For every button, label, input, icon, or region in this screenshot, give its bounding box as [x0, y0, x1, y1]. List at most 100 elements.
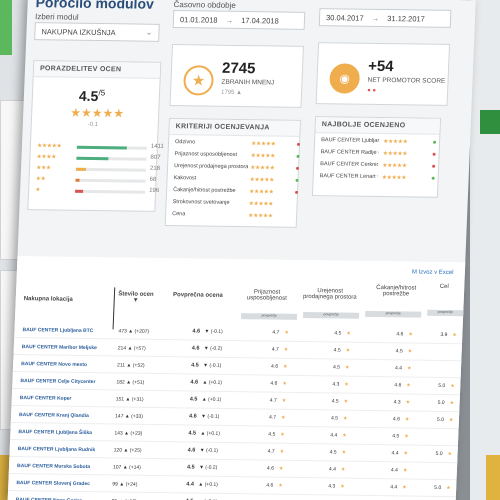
star-rating: ★★★★★ [382, 151, 408, 158]
criterion-value: 4.4 [330, 432, 338, 439]
average-delta: ▲ (+0.1) [200, 430, 221, 437]
criterion-value: 4.4 [390, 484, 398, 491]
location-link[interactable]: BAUF CENTER Koper [19, 395, 72, 402]
location-link[interactable]: BAUF CENTER Ljubljana Rudnik [17, 446, 96, 454]
star-icon: ★ [404, 416, 410, 423]
location-link[interactable]: BAUF CENTER Slovenj Gradec [16, 480, 91, 488]
criteria-label: Odzivno [174, 139, 196, 146]
locations-table: M Izvoz v Excel Nakupna lokacija Število… [7, 255, 466, 500]
compare-range-input[interactable]: 30.04.2017 → 31.12.2017 [318, 8, 452, 28]
location-link[interactable]: BAUF CENTER Celje Citycenter [20, 378, 96, 386]
criterion-value: 4.6 [396, 331, 404, 338]
star-rating: ★★★★★ [382, 139, 408, 146]
distribution-bar-fill [76, 156, 108, 161]
distribution-count: 218 [149, 165, 161, 172]
criterion-value: 4.4 [391, 450, 399, 457]
trend-dot [296, 154, 300, 158]
compare-from: 30.04.2017 [325, 13, 364, 23]
star-icon: ★ [340, 483, 345, 490]
star-icon: ★ [182, 65, 215, 96]
star-icon: ★ [282, 380, 287, 387]
average-delta: ▼ (-0.1) [200, 413, 220, 420]
criterion-value: 4.5 [329, 449, 337, 456]
average-rating: 4.5 [186, 464, 195, 471]
period-from: 01.01.2018 [179, 15, 218, 25]
star-icon: ★ [280, 431, 285, 438]
criterion-value: 4.5 [392, 433, 400, 440]
module-select[interactable]: NAKUPNA IZKUŠNJA ⌄ [34, 22, 160, 42]
trend-dot [431, 176, 435, 180]
star-icon: ★ [343, 398, 349, 405]
best-rated-row: BAUF CENTER Ljubljana ★★★★★ [321, 137, 437, 150]
distribution-bar-fill [75, 189, 84, 193]
criterion-value: 4.6 [270, 363, 279, 370]
module-label: Izberi modul [34, 12, 79, 22]
star-rating: ★★★★★ [36, 143, 62, 150]
star-icon: ★ [278, 465, 284, 472]
star-rating: ★★★★★ [381, 175, 407, 182]
average-score-max: /5 [98, 88, 106, 98]
distribution-bar-fill [75, 167, 86, 171]
star-icon: ★ [342, 432, 347, 439]
location-link[interactable]: BAUF CENTER Murska Sobota [16, 463, 91, 471]
best-rated-panel: NAJBOLJE OCENJENO BAUF CENTER Ljubljana ★… [311, 116, 442, 198]
export-excel-link[interactable]: M Izvoz v Excel [411, 269, 454, 277]
criterion-value: 4.5 [333, 347, 341, 354]
kpi-responses-sub: 1795 ▲ [220, 89, 243, 97]
column-header-criterion-4[interactable]: Cel [439, 283, 449, 291]
trend-dot [432, 152, 436, 156]
trend-dot [295, 166, 300, 170]
column-header-average[interactable]: Povprečna ocena [172, 292, 223, 299]
criteria-row: Odzivno ★★★★★ [174, 139, 301, 152]
star-icon: ★ [345, 347, 351, 354]
location-link[interactable]: BAUF CENTER Ljubljana BTC [22, 327, 94, 335]
average-rating: 4.5 [188, 430, 197, 437]
review-count: 214 ▲ (+57) [117, 345, 146, 352]
criterion-value: 4.6 [392, 416, 401, 423]
period-range-input[interactable]: 01.01.2018 → 17.04.2018 [172, 10, 306, 30]
distribution-bar-track [76, 156, 147, 161]
review-count: 147 ▲ (+33) [114, 413, 144, 420]
star-rating: ★★★★★ [249, 165, 275, 172]
location-link[interactable]: BAUF CENTER Kranj Qlandia [18, 412, 89, 420]
review-count: 211 ▲ (+52) [116, 362, 145, 369]
distribution-bar-track [75, 167, 146, 172]
arrow-right-icon: → [371, 13, 380, 23]
review-count: 99 ▲ (+24) [112, 481, 138, 488]
distribution-bar-track [75, 189, 146, 194]
location-link[interactable]: BAUF CENTER Novo mesto [21, 361, 88, 368]
review-count: 120 ▲ (+25) [113, 447, 142, 454]
average-rating: 4.5 [190, 362, 199, 369]
star-icon: ★ [284, 329, 290, 336]
criterion-value: 4.5 [330, 415, 339, 422]
average-rating: 4.6 [191, 345, 200, 352]
criteria-label: Čakanje/hitrost postrežbe [173, 187, 236, 194]
star-icon: ★ [406, 382, 411, 389]
best-rated-row: BAUF CENTER Cerknica ★★★★★ [320, 161, 436, 174]
star-icon: ★ [279, 448, 285, 455]
star-icon: ★ [402, 484, 407, 491]
location-link[interactable]: BAUF CENTER Ljubljana Šiška [18, 429, 93, 437]
star-icon: ★ [452, 332, 457, 339]
column-header-criterion-2[interactable]: Urejenost prodajnega prostora [302, 288, 357, 301]
trend-dot [295, 178, 299, 182]
column-header-location[interactable]: Nakupna lokacija [23, 296, 73, 303]
average-delta: ▲ (+0.1) [201, 396, 222, 403]
distribution-count: 1411 [150, 143, 164, 150]
trend-dot [433, 140, 437, 144]
criteria-panel: KRITERIJI OCENJEVANJA Odzivno ★★★★★ Prijaz… [164, 118, 301, 228]
star-icon: ★ [346, 330, 352, 337]
background-green-block [0, 0, 12, 55]
star-icon: ★ [340, 466, 346, 473]
location-link[interactable]: BAUF CENTER Maribor Meljske [21, 344, 97, 352]
column-header-criterion-1[interactable]: Prijaznost usposobljenost [246, 289, 287, 302]
star-rating: ★★★★★ [249, 177, 275, 184]
column-header-count[interactable]: Število ocen ▼ [118, 291, 154, 304]
compare-to: 31.12.2017 [387, 14, 425, 24]
star-icon: ★ [405, 399, 411, 406]
best-rated-row: BAUF CENTER Lenart v Slov. Goricah★★★★★ [319, 173, 435, 186]
average-delta: ▼ (-0.1) [199, 447, 219, 454]
column-header-criterion-3[interactable]: Čakanje/hitrost postrežbe [376, 284, 417, 298]
subheader: povprečje [303, 311, 360, 319]
kpi-responses-panel: ★ 2745 ZBRANIH MNENJ 1795 ▲ [169, 44, 304, 108]
